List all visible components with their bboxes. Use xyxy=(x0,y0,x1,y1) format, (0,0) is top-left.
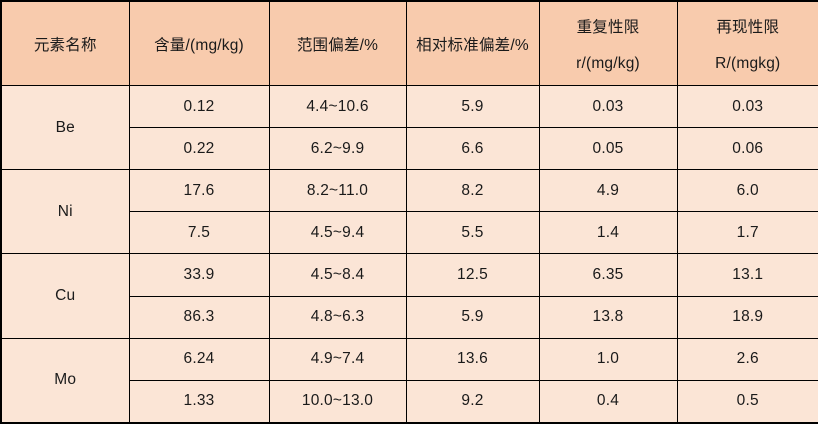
header-content: 含量/(mg/kg) xyxy=(128,0,270,86)
cell-repeatability: 0.03 xyxy=(538,84,678,129)
element-cell-be: Be xyxy=(0,84,130,171)
header-repeatability-limit: 重复性限 r/(mg/kg) xyxy=(538,0,678,86)
cell-repeatability: 13.8 xyxy=(538,295,678,339)
cell-repeatability: 0.4 xyxy=(538,379,678,424)
cell-range: 10.0~13.0 xyxy=(268,379,407,424)
header-repeatability-lines: 重复性限 r/(mg/kg) xyxy=(540,15,677,73)
table-row: 1.33 10.0~13.0 9.2 0.4 0.5 xyxy=(1,379,818,424)
header-element-name: 元素名称 xyxy=(0,0,130,86)
cell-repeatability: 6.35 xyxy=(538,253,678,297)
header-row: 元素名称 含量/(mg/kg) 范围偏差/% 相对标准偏差/% 重复性限 r/(… xyxy=(0,0,818,86)
cell-reproducibility: 0.03 xyxy=(676,84,818,129)
cell-reproducibility: 0.5 xyxy=(676,379,818,424)
cell-rsd: 5.9 xyxy=(405,84,540,129)
cell-reproducibility: 1.7 xyxy=(676,211,818,255)
header-relative-std-deviation: 相对标准偏差/% xyxy=(405,0,540,86)
cell-repeatability: 1.0 xyxy=(538,337,678,381)
cell-reproducibility: 18.9 xyxy=(676,295,818,339)
element-cell-ni: Ni xyxy=(0,169,130,255)
table-row: 7.5 4.5~9.4 5.5 1.4 1.7 xyxy=(1,211,818,255)
table-row: 86.3 4.8~6.3 5.9 13.8 18.9 xyxy=(1,295,818,339)
cell-rsd: 6.6 xyxy=(405,127,540,171)
element-cell-cu: Cu xyxy=(0,253,130,339)
cell-range: 4.8~6.3 xyxy=(268,295,407,339)
cell-content: 7.5 xyxy=(128,211,270,255)
cell-content: 33.9 xyxy=(128,253,270,297)
cell-content: 0.12 xyxy=(128,84,270,129)
cell-range: 4.9~7.4 xyxy=(268,337,407,381)
cell-rsd: 13.6 xyxy=(405,337,540,381)
table-row: Be 0.12 4.4~10.6 5.9 0.03 0.03 xyxy=(0,84,818,171)
cell-range: 4.5~8.4 xyxy=(268,253,407,297)
cell-rsd: 5.9 xyxy=(405,295,540,339)
cell-rsd: 12.5 xyxy=(405,253,540,297)
header-reproducibility-unit: R/(mgkg) xyxy=(715,54,781,72)
cell-range: 4.5~9.4 xyxy=(268,211,407,255)
element-cell-mo: Mo xyxy=(0,337,130,424)
cell-repeatability: 1.4 xyxy=(538,211,678,255)
cell-range: 6.2~9.9 xyxy=(268,127,407,171)
header-repeatability-title: 重复性限 xyxy=(576,18,640,36)
table-row: Cu 33.9 4.5~8.4 12.5 6.35 13.1 xyxy=(0,253,818,339)
cell-rsd: 5.5 xyxy=(405,211,540,255)
table-body: Be 0.12 4.4~10.6 5.9 0.03 0.03 0.22 6.2~… xyxy=(0,84,818,424)
cell-content: 1.33 xyxy=(128,379,270,424)
table-row: 0.22 6.2~9.9 6.6 0.05 0.06 xyxy=(1,127,818,171)
cell-repeatability: 4.9 xyxy=(538,169,678,213)
cell-reproducibility: 0.06 xyxy=(676,127,818,171)
cell-content: 17.6 xyxy=(128,169,270,213)
header-reproducibility-title: 再现性限 xyxy=(716,18,780,36)
header-reproducibility-lines: 再现性限 R/(mgkg) xyxy=(678,15,818,73)
cell-repeatability: 0.05 xyxy=(538,127,678,171)
cell-rsd: 9.2 xyxy=(405,379,540,424)
table-header: 元素名称 含量/(mg/kg) 范围偏差/% 相对标准偏差/% 重复性限 r/(… xyxy=(0,0,818,86)
cell-range: 8.2~11.0 xyxy=(268,169,407,213)
cell-rsd: 8.2 xyxy=(405,169,540,213)
header-repeatability-unit: r/(mg/kg) xyxy=(576,54,640,72)
header-reproducibility-limit: 再现性限 R/(mgkg) xyxy=(676,0,818,86)
table-row: Mo 6.24 4.9~7.4 13.6 1.0 2.6 xyxy=(0,337,818,424)
cell-reproducibility: 6.0 xyxy=(676,169,818,213)
cell-reproducibility: 2.6 xyxy=(676,337,818,381)
cell-content: 0.22 xyxy=(128,127,270,171)
cell-content: 86.3 xyxy=(128,295,270,339)
cell-content: 6.24 xyxy=(128,337,270,381)
table-row: Ni 17.6 8.2~11.0 8.2 4.9 6.0 xyxy=(0,169,818,255)
header-range-deviation: 范围偏差/% xyxy=(268,0,407,86)
cell-range: 4.4~10.6 xyxy=(268,84,407,129)
cell-reproducibility: 13.1 xyxy=(676,253,818,297)
